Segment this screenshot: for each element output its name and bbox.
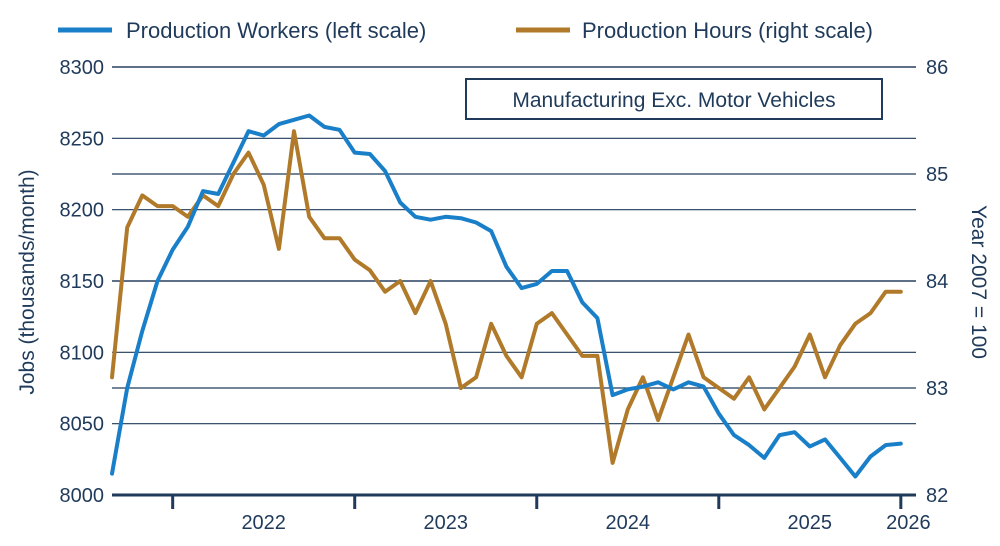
series-line-hours: [110, 129, 903, 465]
right-tick-label-2: 84: [926, 271, 948, 293]
annotation-label: Manufacturing Exc. Motor Vehicles: [512, 89, 835, 112]
left-y-axis: 8000 8050 8100 8150 8200 8250 8300: [60, 57, 105, 507]
right-axis-title: Year 2007 = 100: [967, 205, 990, 359]
right-tick-label-3: 85: [926, 164, 948, 186]
legend: Production Workers (left scale) Producti…: [58, 18, 873, 43]
left-tick-label-0: 8000: [60, 485, 105, 507]
legend-item-hours: Production Hours (right scale): [516, 18, 873, 43]
left-tick-label-3: 8150: [60, 271, 105, 293]
left-axis-title: Jobs (thousands/month): [16, 169, 39, 394]
legend-item-workers: Production Workers (left scale): [58, 18, 426, 43]
x-tick-label-2022: 2022: [241, 512, 286, 534]
left-tick-label-1: 8050: [60, 414, 105, 436]
left-tick-label-5: 8250: [60, 128, 105, 150]
x-axis: [112, 493, 916, 509]
right-tick-label-0: 82: [926, 485, 948, 507]
x-tick-label-2023: 2023: [423, 512, 468, 534]
right-tick-label-4: 86: [926, 57, 948, 79]
x-tick-label-2024: 2024: [606, 512, 651, 534]
legend-label-workers: Production Workers (left scale): [126, 18, 426, 43]
x-axis-labels: 2022 2023 2024 2025 2026: [241, 512, 930, 534]
right-y-axis: 82 83 84 85 86: [926, 57, 948, 507]
left-tick-label-6: 8300: [60, 57, 105, 79]
x-tick-label-2025: 2025: [788, 512, 833, 534]
series-lines: [110, 113, 903, 479]
x-tick-label-2026: 2026: [886, 512, 931, 534]
left-tick-label-4: 8200: [60, 200, 105, 222]
annotation-box: Manufacturing Exc. Motor Vehicles: [465, 78, 883, 120]
legend-label-hours: Production Hours (right scale): [582, 18, 873, 43]
left-tick-label-2: 8100: [60, 342, 105, 364]
grid-lines: [112, 66, 916, 425]
right-tick-label-1: 83: [926, 378, 948, 400]
series-line-workers: [110, 113, 903, 479]
